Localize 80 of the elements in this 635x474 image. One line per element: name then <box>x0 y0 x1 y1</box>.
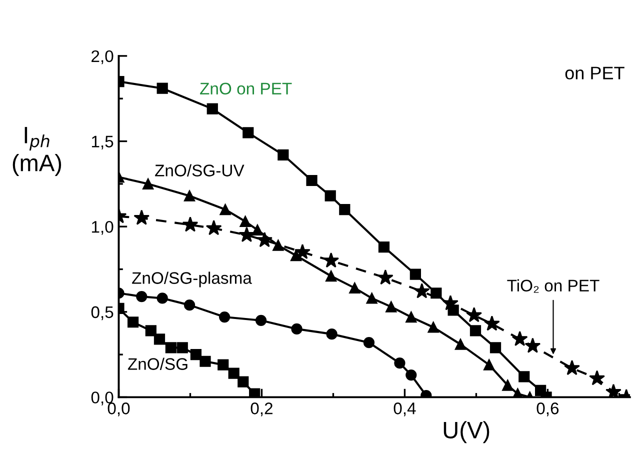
point <box>410 268 421 280</box>
point <box>378 241 390 253</box>
point <box>326 270 337 282</box>
point <box>363 337 375 348</box>
point <box>255 314 267 326</box>
point <box>176 342 188 354</box>
x-tick-label: 0,6 <box>536 402 559 416</box>
point <box>414 283 430 298</box>
series-label: ZnO on PET <box>200 82 292 95</box>
point <box>156 82 168 94</box>
point <box>377 269 394 285</box>
point <box>349 282 360 294</box>
point <box>249 388 260 398</box>
point <box>484 316 500 331</box>
point <box>323 252 340 268</box>
point <box>220 204 231 216</box>
point <box>256 232 273 248</box>
point <box>272 240 284 251</box>
point <box>127 316 139 328</box>
point <box>502 380 514 391</box>
point <box>206 103 218 114</box>
y-axis-title: I$_{ph}$ (mA) <box>12 126 62 176</box>
point <box>242 127 254 138</box>
point <box>524 338 541 353</box>
point <box>406 311 417 323</box>
point <box>184 190 196 202</box>
x-axis-title: U(V) <box>444 421 490 444</box>
point <box>518 371 530 382</box>
point <box>442 295 458 310</box>
x-tick-label: 0,2 <box>250 402 272 416</box>
point <box>218 359 229 370</box>
point <box>470 325 482 336</box>
point <box>136 290 148 302</box>
point <box>324 190 336 202</box>
point <box>294 244 310 260</box>
point <box>142 178 154 190</box>
y-tick-label: 1,0 <box>92 220 114 235</box>
point <box>228 368 240 379</box>
y-tick-label: 0,5 <box>91 306 114 320</box>
point <box>306 174 318 186</box>
point <box>252 224 263 236</box>
series-label: TiO₂ on PET <box>507 279 600 293</box>
point <box>278 149 289 160</box>
point <box>238 376 249 388</box>
point <box>219 311 230 323</box>
point <box>512 330 528 346</box>
point <box>240 216 251 228</box>
point <box>428 322 439 333</box>
point <box>291 323 302 335</box>
point <box>454 338 466 350</box>
point <box>190 348 202 360</box>
y-tick-label: 1,5 <box>92 136 114 150</box>
series-label: ZnO/SG-UV <box>155 164 244 176</box>
point <box>238 226 255 242</box>
point <box>466 306 482 322</box>
point <box>182 216 198 232</box>
point <box>394 358 406 369</box>
point <box>606 384 622 398</box>
point <box>154 334 166 345</box>
point <box>134 210 150 225</box>
point <box>145 325 156 336</box>
point <box>156 292 168 304</box>
point <box>490 342 502 354</box>
x-tick-label: 0,4 <box>394 402 416 416</box>
point <box>165 342 176 354</box>
point <box>366 292 378 304</box>
point <box>200 356 211 367</box>
point <box>386 301 397 312</box>
point <box>484 359 495 370</box>
annotation: on PET <box>565 66 624 80</box>
point <box>589 370 605 386</box>
point <box>184 300 196 311</box>
series-label: ZnO/SG <box>128 358 188 370</box>
point <box>564 360 580 376</box>
point <box>406 369 417 381</box>
y-tick-label: 2,0 <box>92 50 114 64</box>
series-label: ZnO/SG-plasma <box>132 272 252 288</box>
point <box>326 328 338 340</box>
point <box>206 220 222 236</box>
point <box>339 204 350 216</box>
